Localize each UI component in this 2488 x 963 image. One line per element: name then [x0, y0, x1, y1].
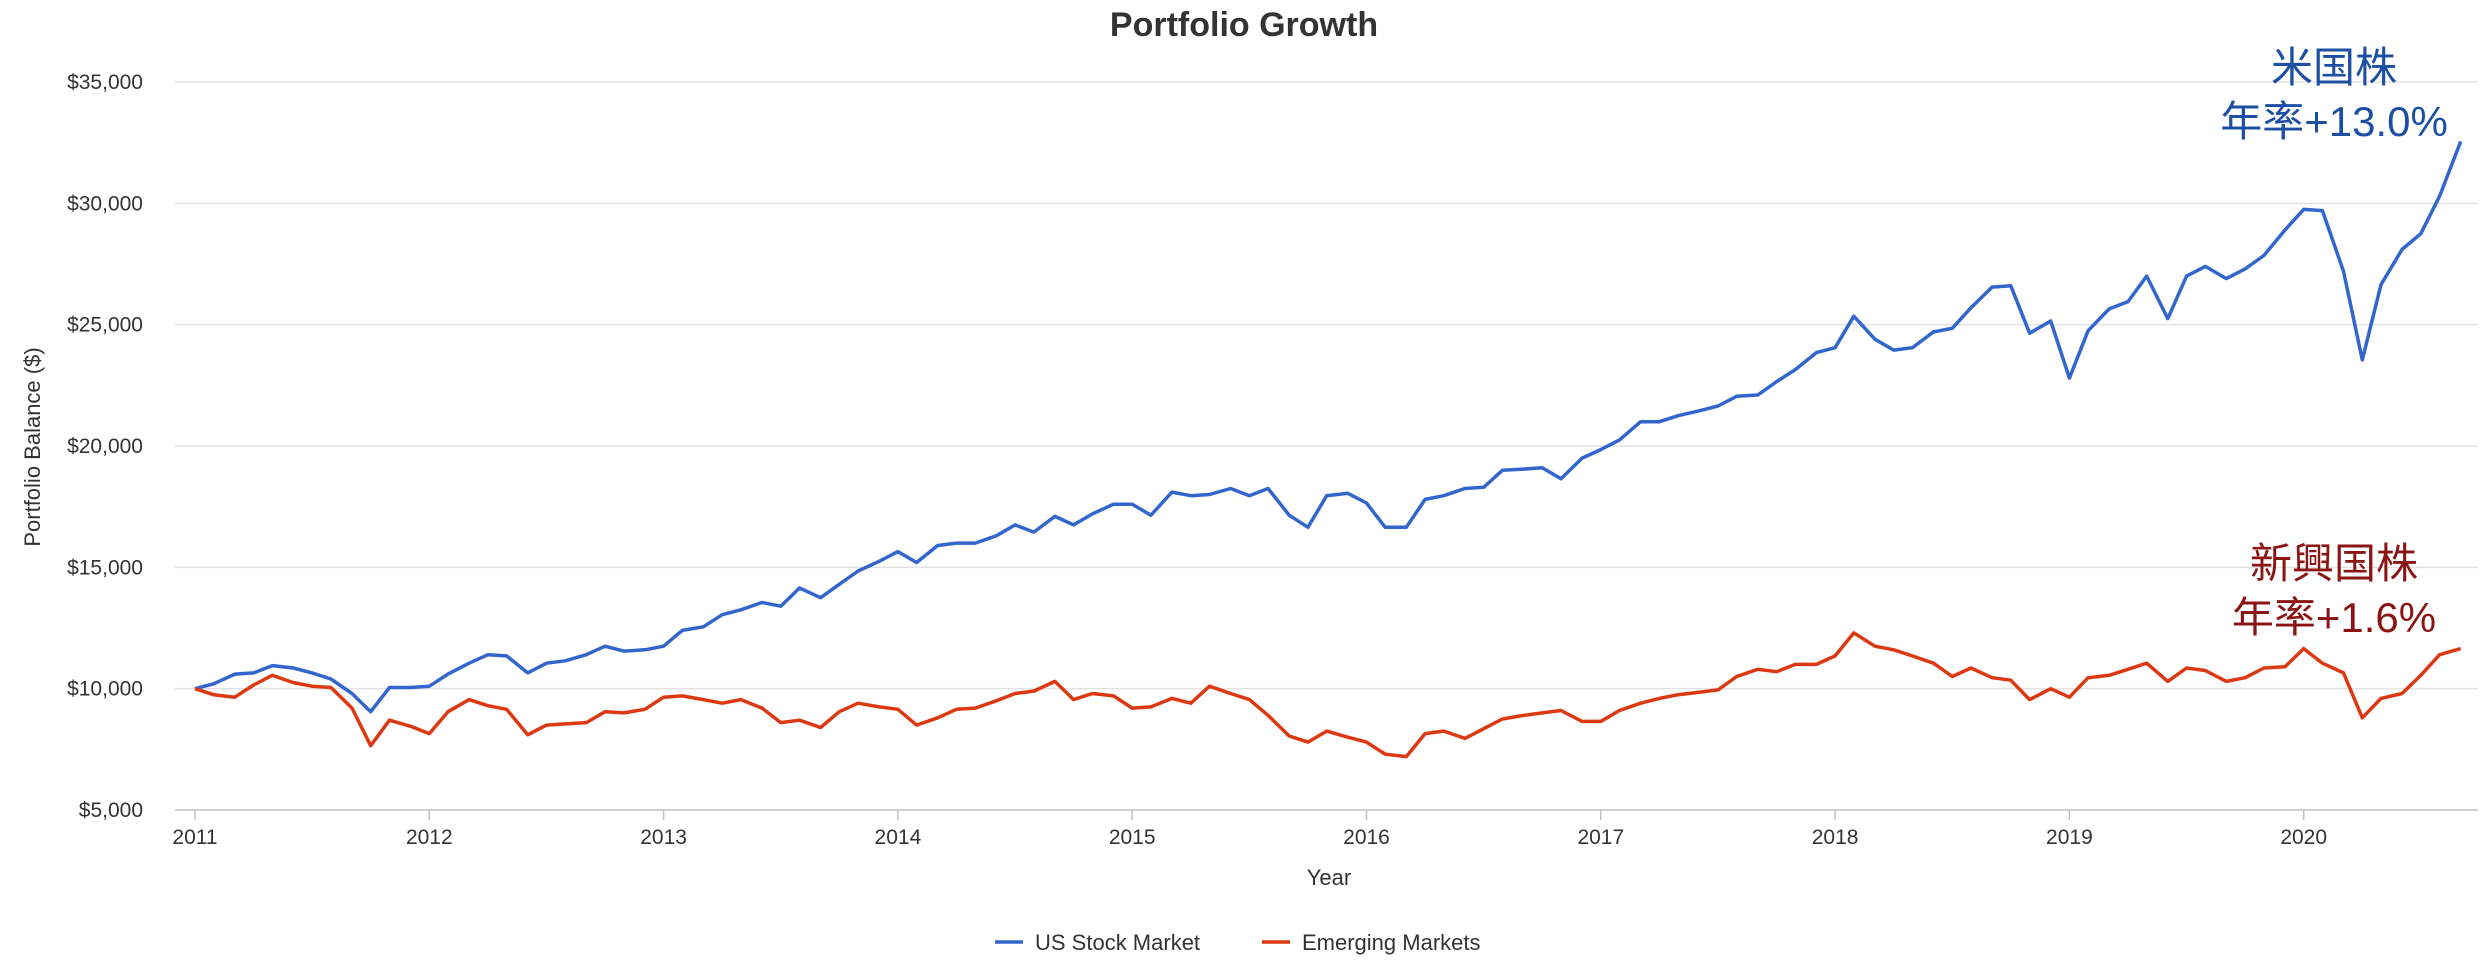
series-line	[194, 631, 2462, 759]
y-tick-label: $5,000	[79, 799, 143, 822]
x-tick-label: 2019	[2046, 826, 2093, 849]
legend-label: Emerging Markets	[1302, 930, 1481, 955]
series-line	[194, 140, 2463, 714]
y-axis: $5,000 $10,000 $15,000 $20,000 $25,000 $30,00…	[67, 71, 143, 822]
y-axis-title: Portfolio Balance ($)	[20, 347, 45, 546]
x-tick-label: 2015	[1109, 826, 1156, 849]
legend-item: US Stock Market	[995, 930, 1200, 955]
y-tick-label: $25,000	[67, 314, 143, 337]
x-tick-label: 2011	[172, 826, 217, 849]
y-tick-label: $30,000	[67, 192, 143, 215]
y-tick-label: $20,000	[67, 435, 143, 458]
x-tick-label: 2013	[640, 826, 687, 849]
y-tick-label: $15,000	[67, 556, 143, 579]
x-axis: 2011 2012 2013 2014 2015 2016 2017 2018 2019 2020	[172, 810, 2327, 849]
annotation-line: 年率+1.6%	[2232, 594, 2436, 641]
x-tick-label: 2012	[406, 826, 453, 849]
x-tick-label: 2017	[1577, 826, 1624, 849]
legend-item: Emerging Markets	[1262, 930, 1481, 955]
annotation-line: 年率+13.0%	[2220, 98, 2448, 145]
x-tick-label: 2018	[1812, 826, 1859, 849]
y-tick-label: $35,000	[67, 71, 143, 94]
x-axis-title: Year	[1307, 865, 1351, 890]
legend-label: US Stock Market	[1035, 930, 1200, 955]
annotation-line: 米国株	[2271, 44, 2397, 91]
y-tick-label: $10,000	[67, 678, 143, 701]
chart-title: Portfolio Growth	[1110, 6, 1378, 44]
annotation-line: 新興国株	[2250, 540, 2418, 587]
series-lines	[194, 140, 2463, 759]
gridlines	[175, 81, 2478, 811]
legend: US Stock Market Emerging Markets	[995, 930, 1481, 955]
x-tick-label: 2014	[875, 826, 922, 849]
x-tick-label: 2020	[2280, 826, 2327, 849]
x-tick-label: 2016	[1343, 826, 1390, 849]
